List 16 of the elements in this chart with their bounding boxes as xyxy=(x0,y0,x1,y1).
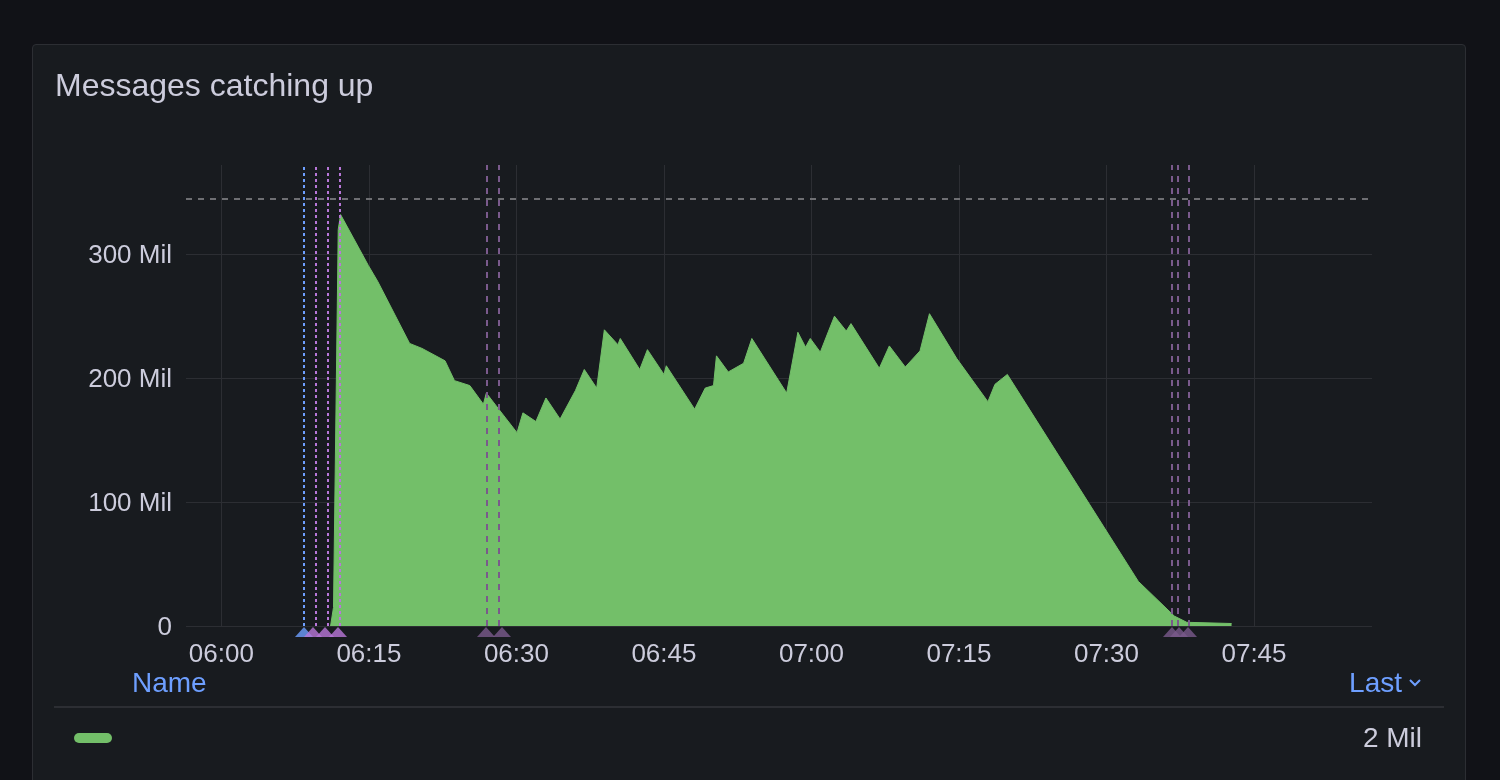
x-tick-label: 07:00 xyxy=(778,638,844,668)
text: 2 Mil xyxy=(1362,722,1422,754)
text: Name xyxy=(132,667,207,699)
y-tick-label: 300 Mil xyxy=(88,239,172,270)
x-tick-label: 06:45 xyxy=(631,638,697,668)
y-tick-label: 0 xyxy=(157,611,172,641)
y-tick-label: 200 Mil xyxy=(88,363,172,394)
chart-title: Messages catching up xyxy=(55,67,374,104)
x-tick-label: 06:15 xyxy=(336,638,402,668)
x-tick-label: 07:15 xyxy=(926,638,992,668)
x-tick-label: 06:00 xyxy=(188,638,254,668)
y-tick-label: 100 Mil xyxy=(88,487,172,518)
x-tick-label: 07:30 xyxy=(1073,638,1140,668)
x-tick-label: 06:30 xyxy=(483,638,549,668)
text: Last xyxy=(1349,667,1403,699)
x-tick-label: 07:45 xyxy=(1221,638,1287,668)
